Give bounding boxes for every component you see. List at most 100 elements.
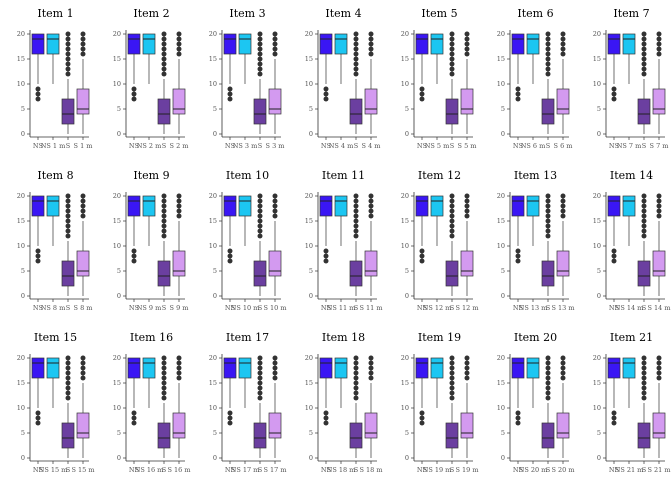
- outlier-point: [80, 355, 86, 361]
- outlier-point: [176, 41, 182, 47]
- outlier-point: [464, 365, 470, 371]
- outlier-point: [257, 390, 263, 396]
- outlier-point: [641, 31, 647, 37]
- x-tick-label: S: [66, 304, 70, 312]
- outlier-point: [65, 355, 71, 361]
- y-tick-label: 10: [305, 80, 313, 88]
- outlier-point: [257, 51, 263, 57]
- outlier-point: [545, 228, 551, 234]
- x-tick-label: NS 18 m: [327, 466, 356, 474]
- x-tick-label: S: [450, 466, 454, 474]
- panel-title: Item 8: [37, 169, 73, 182]
- outlier-point: [257, 203, 263, 209]
- y-tick-label: 5: [21, 267, 25, 275]
- box-s: [637, 260, 651, 287]
- box-s: [445, 98, 459, 125]
- outlier-point: [257, 31, 263, 37]
- x-tick-label: NS: [417, 304, 427, 312]
- outlier-point: [419, 96, 425, 102]
- box-s-m: [556, 250, 570, 277]
- box-s-m: [172, 88, 186, 115]
- box-s: [637, 98, 651, 125]
- panel-title: Item 20: [514, 331, 557, 344]
- y-tick-label: 5: [405, 429, 409, 437]
- y-tick-label: 0: [21, 130, 25, 138]
- outlier-point: [560, 36, 566, 42]
- outlier-point: [257, 56, 263, 62]
- outlier-point: [545, 56, 551, 62]
- outlier-point: [35, 253, 41, 259]
- outlier-point: [257, 198, 263, 204]
- outlier-point: [161, 66, 167, 72]
- y-tick-label: 15: [401, 217, 409, 225]
- outlier-point: [161, 223, 167, 229]
- outlier-point: [656, 370, 662, 376]
- outlier-point: [545, 208, 551, 214]
- outlier-point: [419, 253, 425, 259]
- outlier-point: [80, 36, 86, 42]
- panel-title: Item 7: [613, 7, 649, 20]
- outlier-point: [560, 365, 566, 371]
- outlier-point: [611, 91, 617, 97]
- x-tick-label: NS 4 m: [329, 142, 354, 150]
- box-ns-m: [430, 357, 444, 379]
- x-tick-label: S 2 m: [170, 142, 189, 150]
- outlier-point: [65, 208, 71, 214]
- outlier-point: [545, 233, 551, 239]
- x-tick-label: NS: [513, 466, 523, 474]
- y-tick-label: 15: [113, 55, 121, 63]
- y-tick-label: 20: [497, 192, 505, 200]
- outlier-point: [176, 36, 182, 42]
- outlier-point: [641, 360, 647, 366]
- x-tick-label: NS: [513, 304, 523, 312]
- outlier-point: [368, 375, 374, 381]
- box-s-m: [460, 412, 474, 439]
- outlier-point: [611, 96, 617, 102]
- x-tick-label: S: [450, 304, 454, 312]
- y-tick-label: 20: [17, 192, 25, 200]
- outlier-point: [611, 258, 617, 264]
- outlier-point: [368, 370, 374, 376]
- y-tick-label: 20: [401, 354, 409, 362]
- x-tick-label: NS: [609, 304, 619, 312]
- outlier-point: [545, 390, 551, 396]
- outlier-point: [656, 36, 662, 42]
- outlier-point: [449, 51, 455, 57]
- outlier-point: [257, 71, 263, 77]
- y-tick-label: 10: [209, 80, 217, 88]
- y-tick-label: 5: [309, 267, 313, 275]
- box-s-m: [556, 412, 570, 439]
- outlier-point: [545, 66, 551, 72]
- box-ns: [415, 357, 429, 379]
- x-tick-label: NS 11 m: [327, 304, 356, 312]
- box-ns: [319, 195, 333, 217]
- outlier-point: [449, 193, 455, 199]
- box-s-m: [76, 88, 90, 115]
- outlier-point: [464, 31, 470, 37]
- outlier-point: [449, 56, 455, 62]
- outlier-point: [176, 213, 182, 219]
- box-ns-m: [622, 357, 636, 379]
- box-s: [445, 422, 459, 449]
- outlier-point: [641, 46, 647, 52]
- outlier-point: [272, 203, 278, 209]
- outlier-point: [449, 360, 455, 366]
- outlier-point: [65, 41, 71, 47]
- outlier-point: [131, 258, 137, 264]
- y-tick-label: 5: [597, 105, 601, 113]
- outlier-point: [353, 31, 359, 37]
- outlier-point: [80, 198, 86, 204]
- x-tick-label: NS: [321, 304, 331, 312]
- outlier-point: [272, 46, 278, 52]
- x-tick-label: NS 20 m: [519, 466, 548, 474]
- outlier-point: [161, 380, 167, 386]
- x-tick-label: NS 1 m: [41, 142, 66, 150]
- y-tick-label: 0: [501, 130, 505, 138]
- y-tick-label: 20: [17, 354, 25, 362]
- outlier-point: [515, 258, 521, 264]
- outlier-point: [65, 233, 71, 239]
- outlier-point: [35, 415, 41, 421]
- y-tick-label: 10: [113, 80, 121, 88]
- box-ns-m: [238, 33, 252, 55]
